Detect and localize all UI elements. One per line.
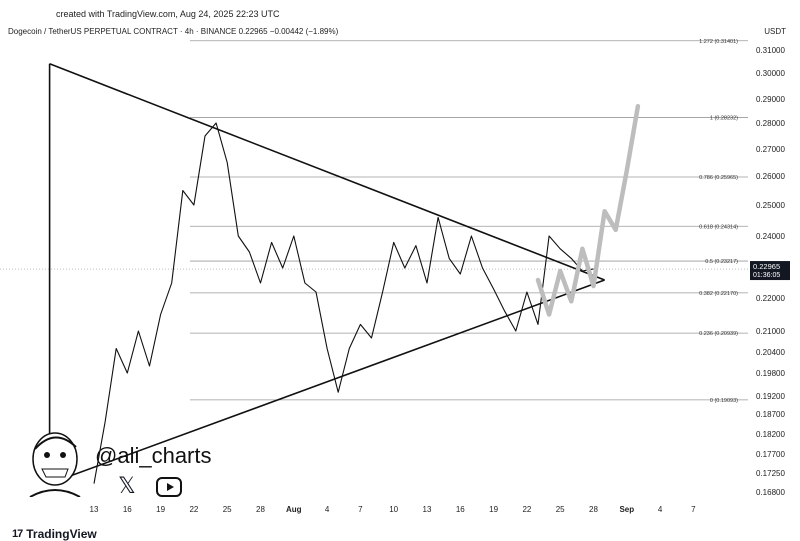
x-tick-label: 28 — [589, 505, 598, 514]
fib-level-label: 0 (0.19093) — [710, 398, 738, 404]
y-tick-label: 0.26000 — [756, 172, 785, 181]
x-tick-label: Sep — [619, 505, 634, 514]
y-tick-label: 0.24000 — [756, 232, 785, 241]
fib-level-label: 1 (0.28232) — [710, 115, 738, 121]
y-tick-label: 0.21000 — [756, 327, 785, 336]
y-tick-label: 0.16800 — [756, 488, 785, 497]
x-tick-label: 4 — [325, 505, 330, 514]
y-tick-label: 0.30000 — [756, 69, 785, 78]
price-series-line[interactable] — [93, 122, 594, 484]
x-tick-label: 22 — [522, 505, 531, 514]
x-logo-icon[interactable]: 𝕏 — [118, 474, 136, 499]
symbol-price: 0.22965 — [238, 27, 268, 36]
tradingview-logo-icon: 17 — [12, 528, 23, 540]
y-tick-label: 0.29000 — [756, 95, 785, 104]
x-tick-label: 7 — [691, 505, 696, 514]
price-tag-value: 0.22965 — [753, 262, 780, 271]
x-tick-label: 16 — [123, 505, 132, 514]
triangle-lower-line — [49, 279, 605, 485]
fib-level-label: 0.786 (0.25965) — [699, 175, 738, 181]
fib-level-label: 1.272 (0.31401) — [699, 39, 738, 45]
y-tick-label: 0.17250 — [756, 469, 785, 478]
x-tick-label: 25 — [223, 505, 232, 514]
symbol-info: Dogecoin / TetherUS PERPETUAL CONTRACT ·… — [8, 27, 338, 36]
fib-level-label: 0.5 (0.23217) — [705, 259, 738, 265]
x-tick-label: 19 — [156, 505, 165, 514]
x-tick-label: 7 — [358, 505, 363, 514]
x-tick-label: 13 — [423, 505, 432, 514]
created-note: created with TradingView.com, Aug 24, 20… — [56, 9, 280, 19]
y-tick-label: 0.19800 — [756, 369, 785, 378]
y-tick-label: 0.25000 — [756, 201, 785, 210]
symbol-name: Dogecoin / TetherUS PERPETUAL CONTRACT ·… — [8, 27, 237, 36]
projection-path — [535, 103, 641, 317]
fib-level-label: 0.382 (0.22170) — [699, 291, 738, 297]
y-tick-label: 0.17700 — [756, 450, 785, 459]
fib-level-label: 0.236 (0.20939) — [699, 331, 738, 337]
tradingview-brand[interactable]: 17 TradingView — [12, 527, 97, 541]
triangle-upper-line — [49, 63, 605, 281]
fib-level-label: 0.618 (0.24314) — [699, 224, 738, 230]
y-tick-label: 0.31000 — [756, 46, 785, 55]
y-tick-label: 0.20400 — [756, 348, 785, 357]
x-tick-label: 19 — [489, 505, 498, 514]
currency-label: USDT — [764, 27, 786, 36]
social-icons: 𝕏 — [118, 476, 182, 498]
y-tick-label: 0.18700 — [756, 410, 785, 419]
symbol-change: −0.00442 (−1.89%) — [269, 27, 339, 36]
x-tick-label: 13 — [90, 505, 99, 514]
y-tick-label: 0.19200 — [756, 392, 785, 401]
y-tick-label: 0.28000 — [756, 119, 785, 128]
y-tick-label: 0.22000 — [756, 294, 785, 303]
x-tick-label: 16 — [456, 505, 465, 514]
social-handle: @ali_charts — [95, 443, 212, 468]
price-tag — [750, 261, 790, 281]
avatar — [20, 425, 90, 498]
x-tick-label: 22 — [189, 505, 198, 514]
youtube-play-icon[interactable] — [155, 477, 182, 497]
x-tick-label: 25 — [556, 505, 565, 514]
brand-name: TradingView — [26, 527, 97, 541]
x-tick-label: 28 — [256, 505, 265, 514]
y-tick-label: 0.18200 — [756, 430, 785, 439]
x-tick-label: 4 — [658, 505, 663, 514]
x-tick-label: 10 — [389, 505, 398, 514]
price-tag-countdown: 01:36:05 — [753, 272, 780, 279]
caricature-icon — [29, 432, 81, 498]
y-tick-label: 0.27000 — [756, 145, 785, 154]
x-tick-label: Aug — [286, 505, 302, 514]
